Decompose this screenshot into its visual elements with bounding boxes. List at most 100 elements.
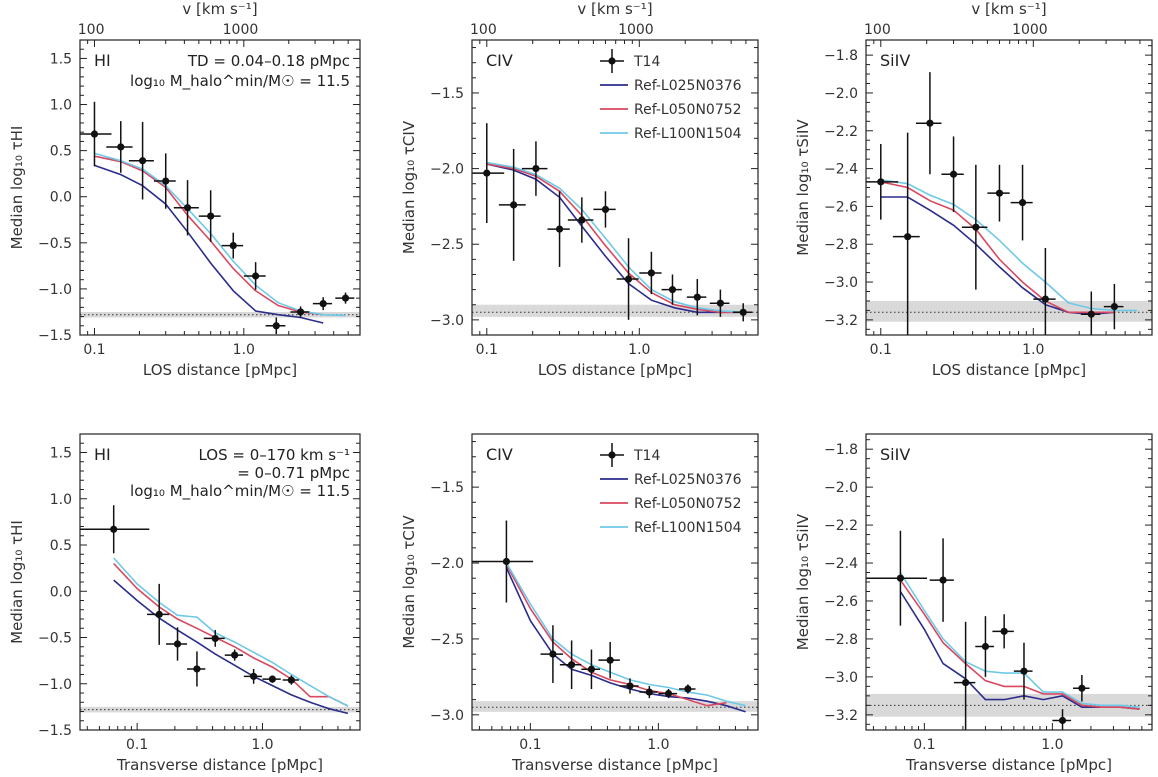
top-axis-tick-label: 100	[470, 22, 497, 38]
legend-marker-point	[608, 57, 616, 65]
data-point	[207, 212, 215, 220]
ion-label: CIV	[486, 51, 513, 70]
data-point	[231, 651, 239, 659]
plot-area	[472, 123, 758, 322]
data-point	[568, 661, 576, 669]
data-point	[110, 525, 118, 533]
annotation-td: TD = 0.04–0.18 pMpc	[187, 52, 350, 70]
data-point	[250, 672, 258, 680]
noise-band	[472, 701, 758, 712]
x-tick-label: 0.1	[476, 342, 498, 358]
data-point	[510, 201, 518, 209]
legend-label-l050: Ref-L050N0752	[634, 102, 742, 118]
y-tick-label: −3.0	[430, 313, 464, 329]
series-line-l100	[880, 179, 1138, 312]
annotation-los-pmpc: = 0–0.71 pMpc	[237, 464, 350, 482]
data-point	[1110, 303, 1118, 311]
data-point	[601, 205, 610, 214]
y-tick-label: −1.8	[824, 442, 858, 458]
data-point	[668, 286, 677, 294]
panel-top-right-siiv: −1.8 −2.0 −2.2 −2.4 −2.6 −2.8 −3.0 −3.2 0.1 1.0 10…	[794, 0, 1153, 379]
y-tick-label: −2.0	[824, 86, 858, 102]
series-line-l025	[899, 591, 1140, 710]
data-point	[995, 189, 1004, 197]
y-tick-label: −0.5	[38, 236, 72, 252]
y-tick-label: −1.5	[430, 86, 464, 102]
x-tick-label: 1.0	[1022, 342, 1044, 358]
plot-area	[472, 520, 758, 713]
series-line-l100	[94, 152, 346, 317]
data-point	[896, 574, 905, 582]
annotation-mhalo: log₁₀ M_halo^min/M☉ = 11.5	[130, 72, 350, 91]
y-tick-label: −2.0	[430, 162, 464, 178]
x-axis-label: Transverse distance [pMpc]	[905, 756, 1112, 774]
y-axis-label: Median log₁₀ τHI	[8, 126, 26, 250]
data-point	[578, 216, 586, 224]
data-point	[117, 143, 125, 151]
data-point	[1018, 199, 1027, 207]
panel-bottom-left-hi: 1.5 1.0 0.5 0.0 −0.5 −1.0 −1.5 0.1 1.0 Transverse…	[8, 433, 361, 774]
series-line-l050	[94, 155, 324, 316]
y-tick-label: −2.5	[430, 632, 464, 648]
x-tick-label: 1.0	[251, 737, 273, 753]
series-line-l100	[486, 161, 744, 314]
data-point	[1087, 310, 1095, 318]
data-point	[1078, 684, 1086, 692]
y-tick-label: −2.0	[824, 480, 858, 496]
plot-area	[866, 530, 1152, 730]
y-tick-label: 0.0	[50, 584, 72, 600]
y-tick-label: 1.5	[50, 446, 72, 462]
data-point	[296, 308, 305, 316]
panel-top-middle-civ: −1.5 −2.0 −2.5 −3.0 0.1 1.0 100 1000 v [km s⁻¹] L…	[400, 0, 759, 379]
data-point	[341, 294, 350, 302]
data-point	[716, 299, 724, 307]
legend-label-l025: Ref-L025N0376	[634, 472, 742, 488]
y-tick-label: 1.0	[50, 492, 72, 508]
x-axis-label: Transverse distance [pMpc]	[116, 756, 323, 774]
data-point	[926, 119, 934, 127]
ion-label: SiIV	[880, 445, 910, 464]
legend-label-l100: Ref-L100N1504	[634, 520, 742, 536]
series-line-l050	[486, 163, 744, 314]
data-point	[904, 233, 912, 241]
series-line-l025	[505, 567, 746, 713]
y-tick-label: −2.0	[430, 556, 464, 572]
y-tick-label: −3.2	[824, 313, 858, 329]
y-axis-label: Median log₁₀ τCIV	[400, 515, 418, 649]
data-point	[90, 130, 99, 138]
x-tick-label: 1.0	[647, 737, 669, 753]
data-point	[211, 634, 219, 643]
data-point	[981, 642, 990, 651]
data-point	[532, 164, 540, 173]
top-axis-label: v [km s⁻¹]	[182, 0, 257, 18]
data-point	[502, 557, 511, 566]
data-point	[483, 169, 491, 177]
panel-frame	[471, 433, 759, 731]
legend: T14 Ref-L025N0376 Ref-L050N0752 Ref-L100N15…	[600, 443, 742, 536]
series-line-l025	[486, 163, 744, 314]
data-point	[162, 177, 170, 185]
data-point	[555, 225, 564, 233]
series-line-l025	[94, 164, 324, 324]
annotation-los: LOS = 0–170 km s⁻¹	[198, 446, 350, 464]
y-tick-label: −3.0	[824, 275, 858, 291]
y-tick-label: −2.8	[824, 632, 858, 648]
noise-band	[866, 693, 1152, 717]
panel-top-left-hi: 1.5 1.0 0.5 0.0 −0.5 −1.0 −1.5 0.1 1.0 100 1000 v […	[8, 0, 361, 379]
ion-label: HI	[94, 51, 111, 70]
data-point	[193, 665, 201, 673]
data-point	[549, 650, 557, 658]
y-tick-label: 0.0	[50, 190, 72, 206]
series-line-l050	[899, 579, 1140, 710]
series-line-l050	[880, 181, 1115, 314]
legend-label-t14: T14	[633, 448, 660, 464]
y-tick-label: −2.6	[824, 199, 858, 215]
top-axis-tick-label: 1000	[1012, 22, 1048, 38]
y-tick-label: −1.8	[824, 48, 858, 64]
data-point	[183, 204, 192, 212]
y-tick-label: −3.0	[430, 708, 464, 724]
data-point	[138, 157, 147, 165]
data-point	[939, 576, 947, 584]
plot-area	[80, 101, 360, 335]
